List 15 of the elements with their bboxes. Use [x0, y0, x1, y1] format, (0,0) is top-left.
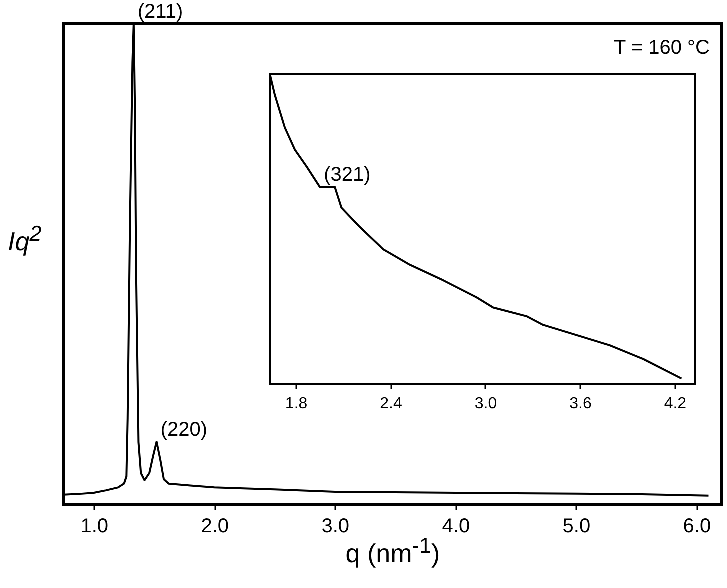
- y-axis-title: Iq$^{2}$: [8, 220, 42, 258]
- x-tick-label: 4.0: [442, 516, 470, 538]
- x-tick-label: 3.0: [474, 396, 498, 412]
- x-tick-label: 2.0: [201, 516, 230, 538]
- annotation: (321): [324, 164, 371, 186]
- x-tick-label: 5.0: [562, 516, 591, 538]
- x-tick-label: 2.4: [380, 396, 402, 412]
- x-tick-label: 1.8: [285, 396, 308, 412]
- annotation: T = 160 °C: [614, 37, 710, 59]
- x-tick-label: 3.6: [570, 396, 592, 412]
- x-tick-label: 4.2: [664, 396, 687, 412]
- x-tick-label: 6.0: [683, 516, 712, 538]
- x-tick-label: 1.0: [80, 516, 109, 538]
- annotation: (211): [138, 1, 184, 23]
- annotation: (220): [160, 418, 208, 441]
